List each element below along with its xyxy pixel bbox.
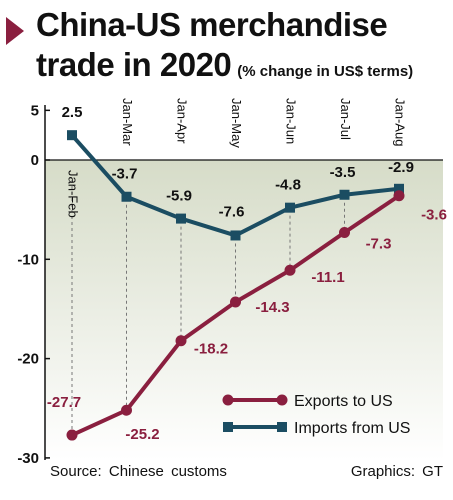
legend-imports-label: Imports from US — [294, 420, 410, 437]
chart-title-line2-text: trade in 2020 — [36, 46, 232, 83]
y-tick-label: 5 — [31, 102, 39, 119]
category-label: Jan-Apr — [175, 98, 190, 144]
exports-marker — [339, 226, 350, 238]
category-label: Jan-Aug — [393, 98, 408, 146]
y-tick-label: -20 — [17, 351, 39, 368]
exports-data-label: -11.1 — [311, 269, 344, 286]
imports-data-label: -3.5 — [330, 164, 356, 181]
legend-imports-marker-right — [277, 422, 287, 432]
legend-exports-marker-right — [276, 394, 288, 406]
category-label: Jan-Jul — [338, 98, 353, 140]
imports-data-label: -3.7 — [112, 166, 138, 183]
legend-imports-marker-left — [223, 422, 233, 432]
imports-data-label: -4.8 — [275, 177, 301, 194]
exports-data-label: -14.3 — [255, 299, 289, 316]
graphics-credit: Graphics: GT — [350, 463, 443, 480]
exports-data-label: -27.7 — [47, 394, 81, 411]
exports-marker — [175, 335, 187, 347]
exports-data-label: -25.2 — [125, 426, 159, 443]
chart-subtitle: (% change in US$ terms) — [237, 63, 414, 80]
y-tick-label: -30 — [17, 450, 39, 467]
imports-marker — [67, 130, 77, 141]
exports-data-label: -18.2 — [194, 341, 228, 358]
exports-marker — [284, 264, 296, 276]
exports-marker — [393, 190, 405, 202]
imports-marker — [230, 230, 241, 241]
imports-data-label: -5.9 — [166, 188, 192, 205]
imports-data-label: -7.6 — [219, 203, 245, 220]
y-tick-label: 0 — [31, 152, 39, 169]
imports-data-label: 2.5 — [62, 104, 83, 121]
imports-data-label: -2.9 — [388, 159, 414, 176]
y-tick-label: -10 — [17, 251, 39, 268]
chart-title-line2: trade in 2020 (% change in US$ terms) — [36, 46, 413, 84]
category-label: Jan-May — [229, 98, 244, 148]
exports-data-label: -7.3 — [366, 235, 392, 252]
exports-marker — [230, 296, 241, 308]
imports-marker — [176, 213, 186, 224]
exports-data-label: -3.6 — [421, 207, 447, 224]
imports-marker — [339, 189, 350, 200]
imports-marker — [121, 191, 132, 202]
legend-exports-marker-left — [222, 394, 234, 406]
category-label: Jan-Feb — [66, 170, 81, 218]
category-label: Jan-Jun — [284, 98, 299, 144]
exports-marker — [121, 404, 132, 416]
chart-title-line1: China-US merchandise — [36, 6, 388, 43]
exports-marker — [66, 429, 78, 441]
source-note: Source: Chinese customs — [50, 463, 227, 480]
imports-marker — [394, 183, 404, 194]
title-triangle-icon — [6, 17, 24, 45]
legend-exports-label: Exports to US — [294, 393, 393, 410]
category-label: Jan-Mar — [120, 98, 135, 146]
imports-marker — [285, 202, 295, 213]
